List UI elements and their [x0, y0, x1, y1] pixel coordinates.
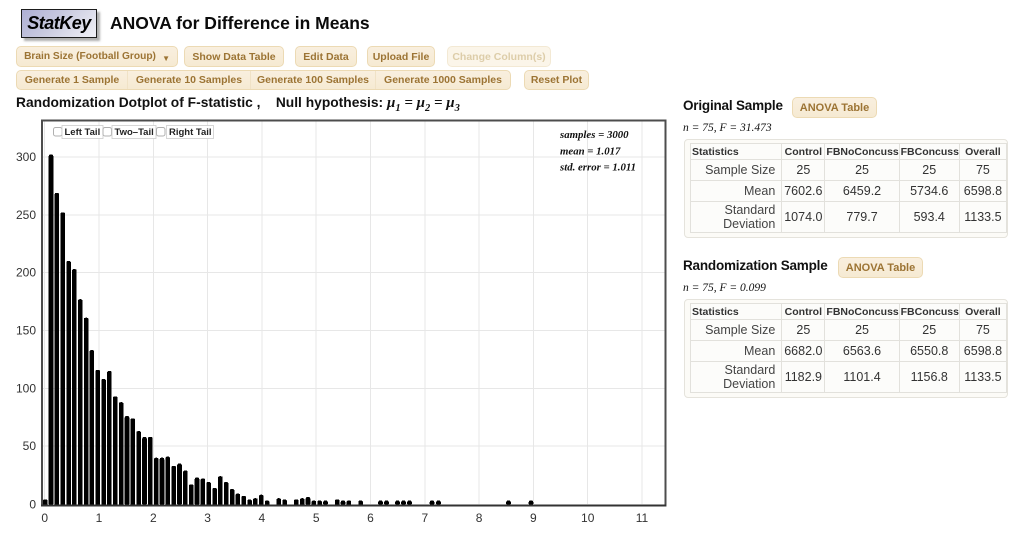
svg-text:4: 4	[259, 511, 266, 525]
svg-text:6: 6	[367, 511, 374, 525]
svg-text:10: 10	[581, 511, 595, 525]
svg-text:0: 0	[29, 498, 36, 512]
svg-text:300: 300	[16, 150, 36, 164]
svg-text:0: 0	[41, 511, 48, 525]
svg-text:Right Tail: Right Tail	[169, 127, 212, 138]
svg-text:mean = 1.017: mean = 1.017	[560, 146, 621, 158]
svg-text:5: 5	[313, 511, 320, 525]
svg-text:Two–Tail: Two–Tail	[115, 127, 154, 138]
svg-text:3: 3	[204, 511, 211, 525]
svg-text:std. error = 1.011: std. error = 1.011	[559, 162, 636, 174]
svg-text:samples = 3000: samples = 3000	[559, 129, 629, 141]
svg-text:1: 1	[96, 511, 103, 525]
svg-text:100: 100	[16, 381, 36, 395]
svg-text:11: 11	[636, 511, 649, 525]
svg-text:7: 7	[421, 511, 428, 525]
svg-text:50: 50	[23, 439, 37, 453]
svg-text:2: 2	[150, 511, 157, 525]
svg-text:9: 9	[530, 511, 537, 525]
svg-text:Left Tail: Left Tail	[65, 127, 101, 138]
svg-text:150: 150	[16, 324, 36, 338]
svg-text:8: 8	[476, 511, 483, 525]
svg-text:250: 250	[16, 208, 36, 222]
svg-text:200: 200	[16, 266, 36, 280]
